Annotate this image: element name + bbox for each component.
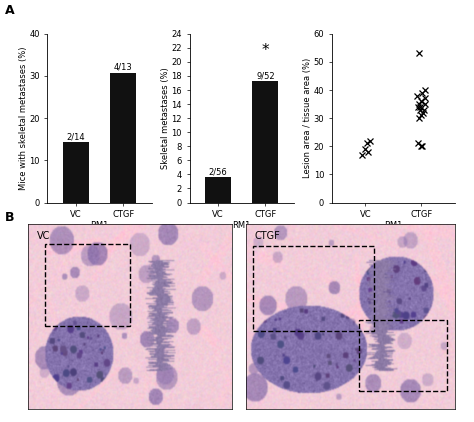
X-axis label: RM1: RM1 xyxy=(233,221,251,230)
Text: B: B xyxy=(5,211,14,224)
Y-axis label: Mice with skeletal metastases (%): Mice with skeletal metastases (%) xyxy=(19,46,28,190)
Text: 2/14: 2/14 xyxy=(66,132,85,141)
Bar xyxy=(205,177,231,203)
Text: 4/13: 4/13 xyxy=(114,62,133,71)
Bar xyxy=(359,320,447,391)
Bar xyxy=(252,81,278,203)
Y-axis label: Skeletal metastases (%): Skeletal metastases (%) xyxy=(161,67,170,169)
X-axis label: RM1: RM1 xyxy=(384,221,402,230)
Bar xyxy=(63,142,89,203)
Bar xyxy=(110,73,137,203)
Text: CTGF: CTGF xyxy=(255,231,281,241)
Text: *: * xyxy=(262,43,269,58)
Bar xyxy=(253,246,374,331)
Y-axis label: Lesion area / tissue area (%): Lesion area / tissue area (%) xyxy=(303,58,312,178)
Bar xyxy=(45,244,130,326)
Text: VC: VC xyxy=(36,231,50,241)
Text: 9/52: 9/52 xyxy=(256,71,275,80)
Text: A: A xyxy=(5,4,14,17)
X-axis label: RM1: RM1 xyxy=(91,221,109,230)
Text: 2/56: 2/56 xyxy=(209,168,228,177)
